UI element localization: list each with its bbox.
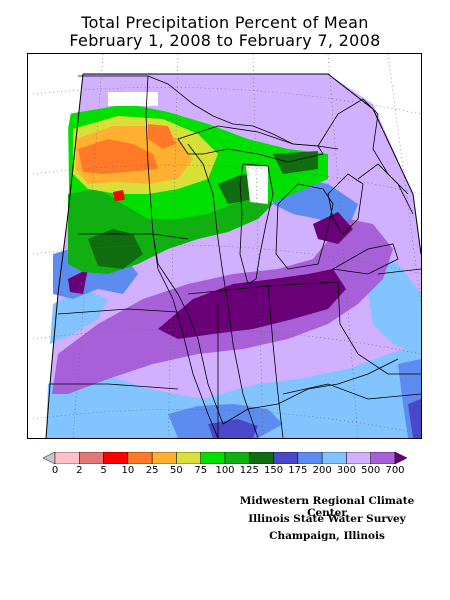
legend-swatch: [297, 452, 323, 464]
contour-150-175-east: [408, 399, 421, 438]
legend-label: 10: [121, 465, 135, 476]
contour-700-plus-west: [68, 269, 88, 294]
color-legend-bar: [43, 452, 407, 464]
contour-150-dark-green: [88, 229, 143, 269]
legend-swatch: [127, 452, 153, 464]
no-data-lake: [246, 166, 268, 204]
contour-200-300-south: [46, 344, 421, 438]
legend-swatch: [200, 452, 226, 464]
legend-label: 150: [264, 465, 284, 476]
contour-700-plus-mi: [313, 212, 353, 244]
legend-label: 5: [100, 465, 107, 476]
legend-swatch: [273, 452, 299, 464]
legend-swatch: [176, 452, 201, 464]
legend-label: 175: [288, 465, 308, 476]
contour-200-300-west: [50, 289, 108, 344]
contour-10-25: [113, 190, 125, 201]
legend-label: 50: [170, 465, 183, 476]
contour-25-50: [78, 139, 158, 174]
contour-150-175-south: [208, 419, 258, 438]
credit-line-2: Illinois State Water Survey: [248, 513, 406, 525]
legend-swatch: [79, 452, 104, 464]
legend-swatch: [224, 452, 250, 464]
legend-label: 200: [312, 465, 332, 476]
legend-swatch: [321, 452, 347, 464]
contour-700-plus-core: [158, 269, 346, 339]
legend-swatch: [43, 452, 56, 464]
credit-line-3: Champaign, Illinois: [269, 530, 385, 542]
credit-line-1: Midwestern Regional Climate Center: [239, 495, 415, 519]
contour-150-dark-green-3: [273, 151, 318, 174]
legend-label: 75: [194, 465, 208, 476]
map-subtitle-date-range: February 1, 2008 to February 7, 2008: [69, 31, 381, 50]
map-title: Total Precipitation Percent of Mean: [81, 13, 369, 32]
legend-swatch: [54, 452, 80, 464]
no-data-north: [108, 92, 158, 106]
legend-label: 100: [215, 465, 235, 476]
legend-label: 2: [76, 465, 83, 476]
legend-swatch: [394, 452, 407, 464]
legend-label: 125: [239, 465, 259, 476]
legend-swatch: [370, 452, 396, 464]
legend-swatch: [151, 452, 177, 464]
legend-label: 25: [145, 465, 159, 476]
legend-swatch: [249, 452, 274, 464]
legend-swatch: [103, 452, 129, 464]
legend-swatch: [346, 452, 371, 464]
legend-label: 500: [361, 465, 381, 476]
legend-label: 300: [336, 465, 356, 476]
precipitation-map: [27, 53, 422, 439]
legend-label: 700: [385, 465, 405, 476]
legend-label: 0: [51, 465, 59, 476]
map-canvas: [28, 54, 421, 438]
contour-25-50-2: [148, 124, 176, 149]
